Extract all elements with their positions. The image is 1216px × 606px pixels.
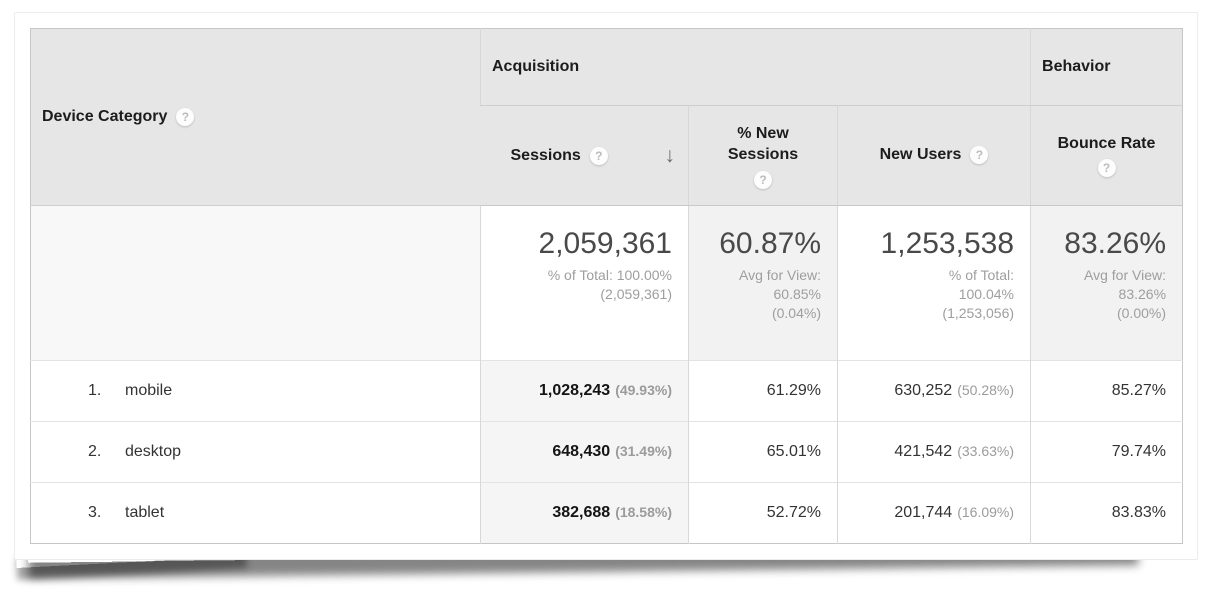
bounce-rate-total: 83.26% — [1064, 227, 1167, 260]
help-icon[interactable]: ? — [176, 107, 195, 126]
new-users-cell: 630,252 (50.28%) — [836, 360, 1031, 422]
new-users-total: 1,253,538 — [880, 227, 1015, 260]
table-row-mobile: 1. mobile 1,028,243 (49.93%) 61.29% 630,25… — [30, 360, 1183, 422]
sessions-value: 1,028,243 — [539, 382, 611, 399]
new-sessions-total: 60.87% — [719, 227, 821, 260]
new-users-percent: (50.28%) — [957, 382, 1015, 398]
row-rank: 3. — [88, 504, 102, 521]
summary-row: 2,059,361 % of Total: 100.00% (2,059,361… — [30, 205, 1183, 361]
new-users-value: 630,252 — [894, 382, 953, 399]
bounce-rate-cell: 85.27% — [1030, 360, 1183, 422]
device-link[interactable]: tablet — [125, 504, 165, 521]
row-rank: 2. — [88, 443, 102, 460]
sessions-label: Sessions — [510, 146, 581, 164]
device-cell: 2. desktop — [30, 421, 481, 483]
bounce-rate-column-header[interactable]: Bounce Rate ? — [1030, 105, 1183, 206]
help-icon[interactable]: ? — [589, 146, 608, 165]
group-header-row: Device Category? Acquisition Behavior — [30, 28, 1183, 206]
sessions-percent: (18.58%) — [615, 504, 672, 520]
bounce-rate-total-subtext: (0.00%) — [1116, 305, 1167, 321]
sessions-cell: 382,688 (18.58%) — [480, 482, 689, 544]
new-sessions-total-subtext: Avg for View: — [739, 267, 821, 283]
device-category-label: Device Category — [42, 108, 168, 126]
sessions-value: 648,430 — [552, 443, 611, 460]
sessions-percent: (49.93%) — [615, 382, 672, 398]
new-users-value: 201,744 — [894, 504, 953, 521]
sessions-total-cell: 2,059,361 % of Total: 100.00% (2,059,361… — [480, 205, 689, 361]
device-cell: 1. mobile — [30, 360, 481, 422]
acquisition-group-header: Acquisition — [479, 28, 1031, 106]
sessions-cell: 648,430 (31.49%) — [480, 421, 689, 483]
new-users-percent: (16.09%) — [957, 504, 1015, 520]
summary-dimension-cell — [30, 205, 481, 361]
new-users-label: New Users — [879, 146, 962, 164]
new-sessions-total-subtext: (0.04%) — [771, 305, 821, 321]
bounce-rate-total-cell: 83.26% Avg for View: 83.26% (0.00%) — [1030, 205, 1183, 361]
bounce-rate-cell: 79.74% — [1030, 421, 1183, 483]
new-sessions-total-subtext: 60.85% — [773, 286, 821, 302]
device-link[interactable]: mobile — [125, 382, 173, 399]
sessions-total-subtext: (2,059,361) — [600, 286, 672, 302]
bounce-rate-label: Bounce Rate — [1057, 134, 1156, 152]
new-sessions-cell: 61.29% — [688, 360, 838, 422]
table-row-desktop: 2. desktop 648,430 (31.49%) 65.01% 421,542… — [30, 421, 1183, 483]
sessions-total: 2,059,361 — [538, 227, 672, 260]
new-users-cell: 201,744 (16.09%) — [836, 482, 1031, 544]
new-sessions-total-cell: 60.87% Avg for View: 60.85% (0.04%) — [688, 205, 838, 361]
new-users-total-subtext: % of Total: — [948, 267, 1015, 283]
table-row-tablet: 3. tablet 382,688 (18.58%) 52.72% 201,744(… — [30, 482, 1183, 544]
new-sessions-cell: 52.72% — [688, 482, 838, 544]
column-header-row: Sessions? ↓ % New Sessions ? New Users? B… — [31, 105, 1183, 206]
new-sessions-column-header[interactable]: % New Sessions ? — [688, 105, 838, 206]
help-icon[interactable]: ? — [754, 170, 772, 189]
bounce-rate-cell: 83.83% — [1030, 482, 1183, 544]
behavior-group-header: Behavior — [1030, 28, 1183, 106]
help-icon[interactable]: ? — [970, 146, 989, 165]
new-users-total-subtext: 100.04% — [958, 286, 1015, 302]
device-cell: 3. tablet — [30, 482, 481, 544]
sort-desc-icon: ↓ — [664, 144, 676, 167]
acquisition-label: Acquisition — [492, 58, 580, 75]
new-users-cell: 421,542 (33.63%) — [836, 421, 1031, 483]
sessions-column-header[interactable]: Sessions? ↓ — [480, 105, 689, 206]
new-sessions-cell: 65.01% — [688, 421, 838, 483]
new-users-column-header[interactable]: New Users? — [836, 105, 1031, 206]
report-card: Device Category? Acquisition Behavior Se… — [14, 12, 1198, 560]
sessions-total-subtext: % of Total: 100.00% — [547, 267, 672, 283]
bounce-rate-total-subtext: Avg for View: — [1084, 267, 1167, 283]
new-users-percent: (33.63%) — [957, 443, 1015, 459]
new-users-total-subtext: (1,253,056) — [942, 305, 1015, 321]
bounce-rate-total-subtext: 83.26% — [1118, 286, 1167, 302]
sessions-percent: (31.49%) — [615, 443, 672, 459]
new-sessions-label: % New Sessions — [727, 124, 799, 163]
sessions-value: 382,688 — [552, 504, 611, 521]
sessions-cell: 1,028,243 (49.93%) — [480, 360, 689, 422]
row-rank: 1. — [88, 382, 102, 399]
help-icon[interactable]: ? — [1097, 158, 1116, 177]
behavior-label: Behavior — [1042, 58, 1111, 75]
device-category-table: Device Category? Acquisition Behavior Se… — [30, 28, 1184, 544]
new-users-total-cell: 1,253,538 % of Total: 100.04% (1,253,056… — [836, 205, 1031, 361]
device-link[interactable]: desktop — [125, 443, 182, 460]
device-category-column-header[interactable]: Device Category? — [30, 28, 481, 206]
new-users-value: 421,542 — [894, 443, 953, 460]
